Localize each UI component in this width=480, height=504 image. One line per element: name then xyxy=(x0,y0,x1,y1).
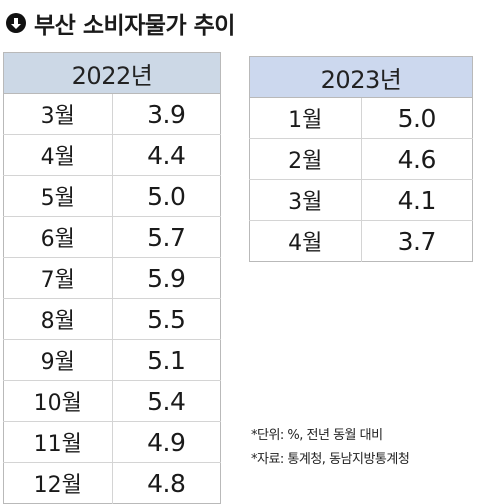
month-cell: 7월 xyxy=(3,257,113,299)
month-cell: 12월 xyxy=(3,462,113,504)
month-cell: 10월 xyxy=(3,380,113,422)
arrow-down-circle-icon xyxy=(6,13,26,33)
value-cell: 4.1 xyxy=(361,179,473,221)
table-2022-row: 6월 5.7 xyxy=(3,216,221,258)
value-cell: 4.6 xyxy=(361,138,473,180)
table-2022-row: 8월 5.5 xyxy=(3,298,221,340)
table-2022-row: 11월 4.9 xyxy=(3,421,221,463)
table-2023-header: 2023년 xyxy=(249,56,473,98)
notes: *단위: %, 전년 동월 대비 *자료: 통계청, 동남지방통계청 xyxy=(251,424,477,472)
month-cell: 1월 xyxy=(249,97,362,139)
value-cell: 5.7 xyxy=(112,216,221,258)
table-2022-row: 4월 4.4 xyxy=(3,134,221,176)
month-cell: 3월 xyxy=(249,179,362,221)
month-cell: 6월 xyxy=(3,216,113,258)
month-cell: 9월 xyxy=(3,339,113,381)
value-cell: 5.0 xyxy=(112,175,221,217)
value-cell: 5.5 xyxy=(112,298,221,340)
title-row: 부산 소비자물가 추이 xyxy=(6,6,235,40)
month-cell: 4월 xyxy=(249,220,362,262)
month-cell: 5월 xyxy=(3,175,113,217)
month-cell: 3월 xyxy=(3,93,113,135)
table-2022-header: 2022년 xyxy=(3,52,221,94)
table-2023: 2023년 1월 5.0 2월 4.6 3월 4.1 4월 3.7 xyxy=(249,56,473,262)
value-cell: 4.8 xyxy=(112,462,221,504)
value-cell: 4.4 xyxy=(112,134,221,176)
table-2023-row: 4월 3.7 xyxy=(249,220,473,262)
table-2022-row: 7월 5.9 xyxy=(3,257,221,299)
unit-note: *단위: %, 전년 동월 대비 xyxy=(251,428,383,443)
value-cell: 3.9 xyxy=(112,93,221,135)
table-2022-row: 5월 5.0 xyxy=(3,175,221,217)
value-cell: 3.7 xyxy=(361,220,473,262)
value-cell: 5.9 xyxy=(112,257,221,299)
value-cell: 5.1 xyxy=(112,339,221,381)
table-2022-row: 12월 4.8 xyxy=(3,462,221,504)
table-2023-row: 2월 4.6 xyxy=(249,138,473,180)
table-2023-row: 3월 4.1 xyxy=(249,179,473,221)
table-2022-row: 9월 5.1 xyxy=(3,339,221,381)
value-cell: 5.0 xyxy=(361,97,473,139)
month-cell: 11월 xyxy=(3,421,113,463)
value-cell: 5.4 xyxy=(112,380,221,422)
value-cell: 4.9 xyxy=(112,421,221,463)
month-cell: 8월 xyxy=(3,298,113,340)
table-2022-row: 10월 5.4 xyxy=(3,380,221,422)
month-cell: 4월 xyxy=(3,134,113,176)
table-2022: 2022년 3월 3.9 4월 4.4 5월 5.0 6월 5.7 7월 5.9 8월 5.5 9월 5.… xyxy=(3,52,221,504)
table-2022-row: 3월 3.9 xyxy=(3,93,221,135)
month-cell: 2월 xyxy=(249,138,362,180)
chart-title: 부산 소비자물가 추이 xyxy=(34,13,235,39)
table-2023-row: 1월 5.0 xyxy=(249,97,473,139)
source-note: *자료: 통계청, 동남지방통계청 xyxy=(251,452,410,467)
